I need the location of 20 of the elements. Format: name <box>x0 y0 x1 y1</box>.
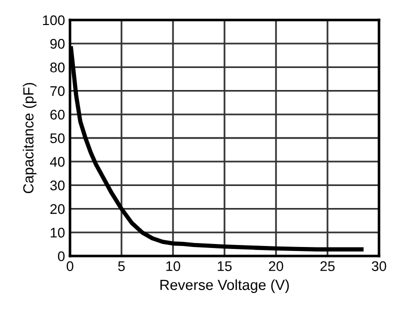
y-tick-label: 60 <box>50 110 65 120</box>
y-tick-label: 80 <box>50 62 65 72</box>
x-tick-label: 5 <box>118 261 125 272</box>
x-tick-label: 15 <box>218 261 232 272</box>
x-tick-label: 25 <box>320 261 335 272</box>
y-tick-label: 30 <box>50 180 65 190</box>
y-tick-label: 10 <box>50 228 65 238</box>
y-axis-title: Capacitance (pF) <box>22 82 36 194</box>
y-tick-label: 20 <box>50 204 65 214</box>
y-tick-label: 70 <box>50 86 65 96</box>
x-tick-label: 0 <box>66 261 74 272</box>
x-axis-title: Reverse Voltage (V) <box>160 279 289 293</box>
y-tick-label: 50 <box>50 133 65 144</box>
x-tick-label: 10 <box>166 261 180 272</box>
x-tick-label: 20 <box>268 261 284 272</box>
y-tick-label: 40 <box>50 156 65 167</box>
y-tick-label: 0 <box>58 251 65 262</box>
y-tick-label: 90 <box>50 38 65 49</box>
x-tick-label: 30 <box>372 261 386 272</box>
y-tick-label: 100 <box>43 15 65 26</box>
